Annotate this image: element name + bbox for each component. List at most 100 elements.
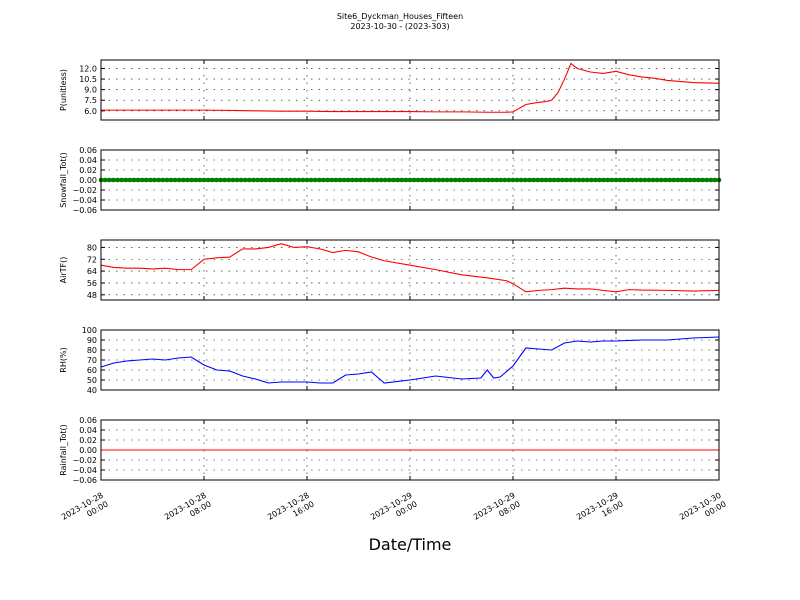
- series-marker-snowfall: [230, 177, 236, 183]
- series-marker-snowfall: [568, 177, 573, 183]
- series-marker-snowfall: [551, 177, 557, 183]
- series-marker-snowfall: [337, 177, 343, 183]
- series-marker-snowfall: [284, 177, 289, 183]
- series-marker-snowfall: [374, 177, 380, 183]
- series-marker-snowfall: [481, 177, 487, 183]
- series-marker-snowfall: [543, 177, 549, 183]
- series-marker-snowfall: [411, 177, 417, 183]
- series-line-airt: [100, 243, 720, 293]
- series-marker-snowfall: [420, 177, 425, 183]
- series-marker-snowfall: [560, 177, 565, 183]
- series-marker-snowfall: [518, 177, 524, 183]
- series-marker-snowfall: [642, 177, 648, 183]
- series-marker-snowfall: [453, 177, 458, 183]
- series-marker-snowfall: [432, 177, 438, 183]
- series-marker-snowfall: [189, 177, 194, 183]
- series-marker-snowfall: [115, 177, 120, 183]
- series-marker-snowfall: [564, 177, 569, 183]
- panel-rainfall-ytick-label: 0.06: [79, 416, 97, 425]
- series-marker-snowfall: [279, 177, 285, 183]
- series-marker-snowfall: [382, 177, 388, 183]
- series-marker-snowfall: [395, 177, 400, 183]
- series-marker-snowfall: [350, 177, 355, 183]
- panel-snowfall-ytick-label: 0.00: [79, 176, 97, 185]
- series-marker-snowfall: [242, 177, 248, 183]
- series-marker-snowfall: [465, 177, 470, 183]
- panel-p-frame: [100, 59, 720, 121]
- series-marker-snowfall: [444, 177, 450, 183]
- series-marker-snowfall: [531, 177, 536, 183]
- panel-snowfall-ytick-label: −0.02: [72, 186, 97, 195]
- series-marker-snowfall: [514, 177, 520, 183]
- series-marker-snowfall: [621, 177, 627, 183]
- series-marker-snowfall: [415, 177, 421, 183]
- series-marker-snowfall: [506, 177, 512, 183]
- series-marker-snowfall: [263, 177, 269, 183]
- series-marker-snowfall: [663, 177, 668, 183]
- series-marker-snowfall: [539, 177, 545, 183]
- panel-snowfall-ytick-label: 0.06: [79, 146, 97, 155]
- series-marker-snowfall: [696, 177, 701, 183]
- series-marker-snowfall: [691, 177, 697, 183]
- series-line-rh: [100, 336, 720, 384]
- panel-p-ytick-label: 6.0: [84, 107, 97, 116]
- series-marker-snowfall: [428, 177, 433, 183]
- series-marker-snowfall: [588, 177, 594, 183]
- series-marker-snowfall: [197, 177, 203, 183]
- series-marker-snowfall: [378, 177, 384, 183]
- series-marker-snowfall: [490, 177, 495, 183]
- series-marker-snowfall: [366, 177, 372, 183]
- panel-p-ytick-label: 7.5: [84, 96, 97, 105]
- series-marker-snowfall: [708, 177, 714, 183]
- series-marker-snowfall: [358, 177, 363, 183]
- series-marker-snowfall: [139, 177, 145, 183]
- series-marker-snowfall: [222, 177, 227, 183]
- panel-p-ytick-label: 9.0: [84, 86, 97, 95]
- panel-snowfall-frame: [100, 149, 720, 211]
- series-marker-snowfall: [176, 177, 182, 183]
- series-marker-snowfall: [370, 177, 376, 183]
- series-marker-snowfall: [601, 177, 606, 183]
- series-marker-snowfall: [345, 177, 351, 183]
- series-marker-snowfall: [333, 177, 339, 183]
- series-marker-snowfall: [700, 177, 705, 183]
- series-marker-snowfall: [436, 177, 442, 183]
- series-marker-snowfall: [477, 177, 483, 183]
- series-marker-snowfall: [626, 177, 631, 183]
- series-marker-snowfall: [650, 177, 656, 183]
- panel-rh-frame: [100, 329, 720, 391]
- series-marker-snowfall: [102, 177, 108, 183]
- series-marker-snowfall: [424, 177, 429, 183]
- panel-rh-ytick-label: 40: [87, 386, 97, 395]
- series-marker-snowfall: [300, 177, 306, 183]
- series-marker-snowfall: [123, 177, 129, 183]
- series-marker-snowfall: [271, 177, 277, 183]
- series-marker-snowfall: [457, 177, 462, 183]
- series-marker-snowfall: [659, 177, 664, 183]
- panel-p-ylabel: P(unitless): [59, 69, 68, 111]
- series-marker-snowfall: [593, 177, 598, 183]
- panel-rh-ytick-label: 80: [87, 346, 97, 355]
- panel-rh-ytick-label: 70: [87, 356, 97, 365]
- series-marker-snowfall: [304, 177, 310, 183]
- series-marker-snowfall: [597, 177, 602, 183]
- series-marker-snowfall: [111, 177, 116, 183]
- series-marker-snowfall: [325, 177, 330, 183]
- series-marker-snowfall: [308, 177, 314, 183]
- panel-rh-ytick-label: 90: [87, 336, 97, 345]
- panel-snowfall-ytick-label: 0.02: [79, 166, 97, 175]
- series-marker-snowfall: [580, 177, 586, 183]
- series-marker-snowfall: [675, 177, 681, 183]
- panel-p-ytick-label: 10.5: [79, 75, 97, 84]
- series-marker-snowfall: [712, 177, 718, 183]
- panel-rh-ytick-label: 60: [87, 366, 97, 375]
- series-marker-snowfall: [576, 177, 582, 183]
- figure-title-line2: 2023-10-30 - (2023-303): [350, 22, 449, 31]
- series-marker-snowfall: [201, 177, 207, 183]
- series-marker-snowfall: [205, 177, 211, 183]
- panel-p-ytick-label: 12.0: [79, 64, 97, 73]
